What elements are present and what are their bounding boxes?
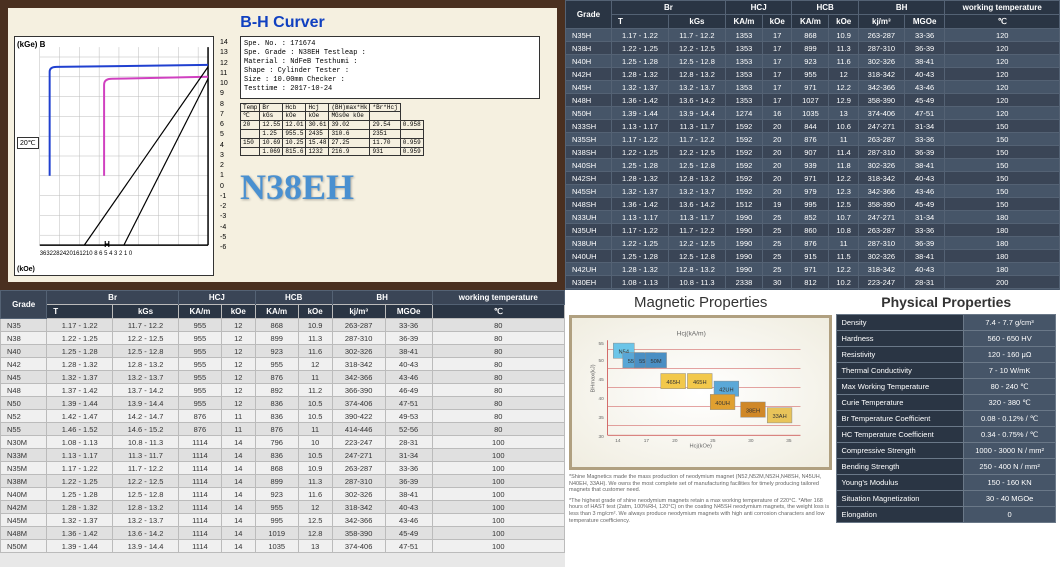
table-row: N50M1.39 - 1.4413.9 - 14.411141410351337… (1, 540, 565, 553)
phys-props-title: Physical Properties (836, 294, 1056, 310)
phys-row: Br Temperature Coefficient0.08 - 0.12% /… (837, 411, 1056, 427)
table-row: N35H1.17 - 1.2211.7 - 12.213531786810.92… (566, 29, 1060, 42)
table-row: N38H1.22 - 1.2512.2 - 12.513531789911.32… (566, 42, 1060, 55)
table-row: N33SH1.13 - 1.1711.3 - 11.715922084410.6… (566, 120, 1060, 133)
table-row: N48H1.36 - 1.4213.6 - 14.2135317102712.9… (566, 94, 1060, 107)
grade-table-h-sh-uh-eh-ah: GradeBrHCJHCBBHworking temperatureTkGsKA… (565, 0, 1060, 290)
phys-props-table: Density7.4 - 7.7 g/cm³Hardness560 - 650 … (836, 314, 1056, 523)
svg-text:3632282420161210 8 6 5 4 3 2 1: 3632282420161210 8 6 5 4 3 2 1 0 (40, 251, 133, 257)
svg-text:25: 25 (710, 438, 716, 444)
table-row: N48M1.36 - 1.4213.6 - 14.2111414101912.8… (1, 527, 565, 540)
bh-chart: (kGe) B 20℃ H (kOe) 3632282420161210 8 6… (14, 36, 214, 276)
table-row: N40M1.25 - 1.2812.5 - 12.811141492311.63… (1, 488, 565, 501)
svg-text:42UH: 42UH (719, 388, 734, 394)
table-row: N30EH1.08 - 1.1310.8 - 11.323383081210.2… (566, 276, 1060, 289)
table-row: N48SH1.36 - 1.4213.6 - 14.215121999512.5… (566, 198, 1060, 211)
svg-text:30: 30 (599, 434, 605, 440)
spec-table: TempBrHcbHcj(BH)max*Hk*Br*Hcj℃kGskOekOeM… (240, 103, 424, 157)
grade-stamp: N38EH (240, 164, 540, 211)
phys-row: Bending Strength250 - 400 N / mm² (837, 459, 1056, 475)
table-row: N40SH1.25 - 1.2812.5 - 12.815922093911.8… (566, 159, 1060, 172)
svg-text:40: 40 (599, 396, 605, 402)
table-row: N35SH1.17 - 1.2211.7 - 12.21592208761126… (566, 133, 1060, 146)
svg-text:50: 50 (599, 358, 605, 364)
table-row: N33M1.13 - 1.1711.3 - 11.711141483610.52… (1, 449, 565, 462)
table-row: N45SH1.32 - 1.3713.2 - 13.715922097912.3… (566, 185, 1060, 198)
svg-text:BHmax(kJ): BHmax(kJ) (590, 364, 596, 392)
table-row: N501.39 - 1.4413.9 - 14.49551283610.5374… (1, 397, 565, 410)
svg-text:Hcj(kA/m): Hcj(kA/m) (677, 331, 706, 338)
table-row: N40H1.25 - 1.2812.5 - 12.813531792311.63… (566, 55, 1060, 68)
table-row: N521.42 - 1.4714.2 - 14.78761183610.5390… (1, 410, 565, 423)
svg-text:40UH: 40UH (715, 401, 730, 407)
svg-text:45: 45 (599, 377, 605, 383)
table-row: N551.46 - 1.5214.6 - 15.28761187611414-4… (1, 423, 565, 436)
svg-text:35: 35 (599, 415, 605, 421)
grade-table-n-m: GradeBrHCJHCBBHworking temperatureTkGsKA… (0, 290, 565, 567)
footnote-1: *Shine Magnetics made the mass productio… (569, 474, 832, 494)
table-row: N35M1.17 - 1.2211.7 - 12.211141486810.92… (1, 462, 565, 475)
table-row: N30M1.08 - 1.1310.8 - 11.311141479610223… (1, 436, 565, 449)
svg-text:33AH: 33AH (772, 414, 786, 420)
properties-panel: Magnetic Properties Hcj(kA/m) N5455M55M5… (565, 290, 1060, 567)
table-row: N351.17 - 1.2211.7 - 12.29551286810.9263… (1, 319, 565, 332)
svg-text:38EH: 38EH (746, 408, 760, 414)
phys-row: Young's Modulus150 - 160 KN (837, 475, 1056, 491)
phys-row: Thermal Conductivity7 - 10 W/mK (837, 363, 1056, 379)
phys-row: Hardness560 - 650 HV (837, 331, 1056, 347)
table-row: N38M1.22 - 1.2512.2 - 12.511141489911.32… (1, 475, 565, 488)
phys-row: HC Temperature Coefficient0.34 - 0.75% /… (837, 427, 1056, 443)
svg-text:17: 17 (644, 438, 650, 444)
table-row: N381.22 - 1.2512.2 - 12.59551289911.3287… (1, 332, 565, 345)
phys-row: Density7.4 - 7.7 g/cm³ (837, 315, 1056, 331)
table-row: N42UH1.28 - 1.3212.8 - 13.219902597112.2… (566, 263, 1060, 276)
table-row: N42SH1.28 - 1.3212.8 - 13.215922097112.2… (566, 172, 1060, 185)
svg-text:Hcj(kOe): Hcj(kOe) (690, 444, 713, 450)
right-scale: 14131211109876543210-1-2-3-4-5-6 (220, 36, 234, 281)
table-row: N50H1.39 - 1.4413.9 - 14.412741610351337… (566, 107, 1060, 120)
svg-text:20: 20 (672, 438, 678, 444)
phys-row: Situation Magnetization30 - 40 MGOe (837, 491, 1056, 507)
svg-text:30: 30 (748, 438, 754, 444)
table-row: N42H1.28 - 1.3212.8 - 13.213531795512318… (566, 68, 1060, 81)
table-row: N38UH1.22 - 1.2512.2 - 12.51990258761128… (566, 237, 1060, 250)
table-row: N38SH1.22 - 1.2512.2 - 12.515922090711.4… (566, 146, 1060, 159)
phys-row: Max Working Temperature80 - 240 ℃ (837, 379, 1056, 395)
svg-text:14: 14 (615, 438, 621, 444)
table-row: N451.32 - 1.3713.2 - 13.79551287611342-3… (1, 371, 565, 384)
table-row: N40UH1.25 - 1.2812.5 - 12.819902591511.5… (566, 250, 1060, 263)
svg-text:465H: 465H (693, 380, 707, 386)
table-row: N45M1.32 - 1.3713.2 - 13.711141499512.53… (1, 514, 565, 527)
footnote-2: *The highest grade of shine neodymium ma… (569, 498, 832, 524)
table-row: N42M1.28 - 1.3212.8 - 13.211141495512318… (1, 501, 565, 514)
mag-props-chart: Hcj(kA/m) N5455M55M50M465H465H42UH40UH38… (569, 315, 832, 470)
spec-block: Spe. No. : 171674Spe. Grade : N38EH Test… (240, 36, 540, 281)
table-row: N421.28 - 1.3212.8 - 13.29551295512318-3… (1, 358, 565, 371)
bh-curve-panel: B-H Curver (kGe) B 20℃ H (kOe) (0, 0, 565, 290)
phys-row: Elongation0 (837, 507, 1056, 523)
svg-text:35: 35 (786, 438, 792, 444)
svg-text:55: 55 (599, 341, 605, 347)
bh-title: B-H Curver (14, 14, 551, 32)
phys-row: Curie Temperature320 - 380 ℃ (837, 395, 1056, 411)
phys-row: Compressive Strength1000 - 3000 N / mm² (837, 443, 1056, 459)
table-row: N35UH1.17 - 1.2211.7 - 12.219902586010.8… (566, 224, 1060, 237)
table-row: N45H1.32 - 1.3713.2 - 13.713531797112.23… (566, 81, 1060, 94)
svg-text:465H: 465H (666, 380, 680, 386)
table-row: N33UH1.13 - 1.1711.3 - 11.719902585210.7… (566, 211, 1060, 224)
table-row: N401.25 - 1.2812.5 - 12.89551292311.6302… (1, 345, 565, 358)
table-row: N481.37 - 1.4213.7 - 14.29551289211.2366… (1, 384, 565, 397)
mag-props-title: Magnetic Properties (569, 294, 832, 311)
phys-row: Resistivity120 - 160 μΩ (837, 347, 1056, 363)
svg-text:50M: 50M (651, 359, 662, 365)
